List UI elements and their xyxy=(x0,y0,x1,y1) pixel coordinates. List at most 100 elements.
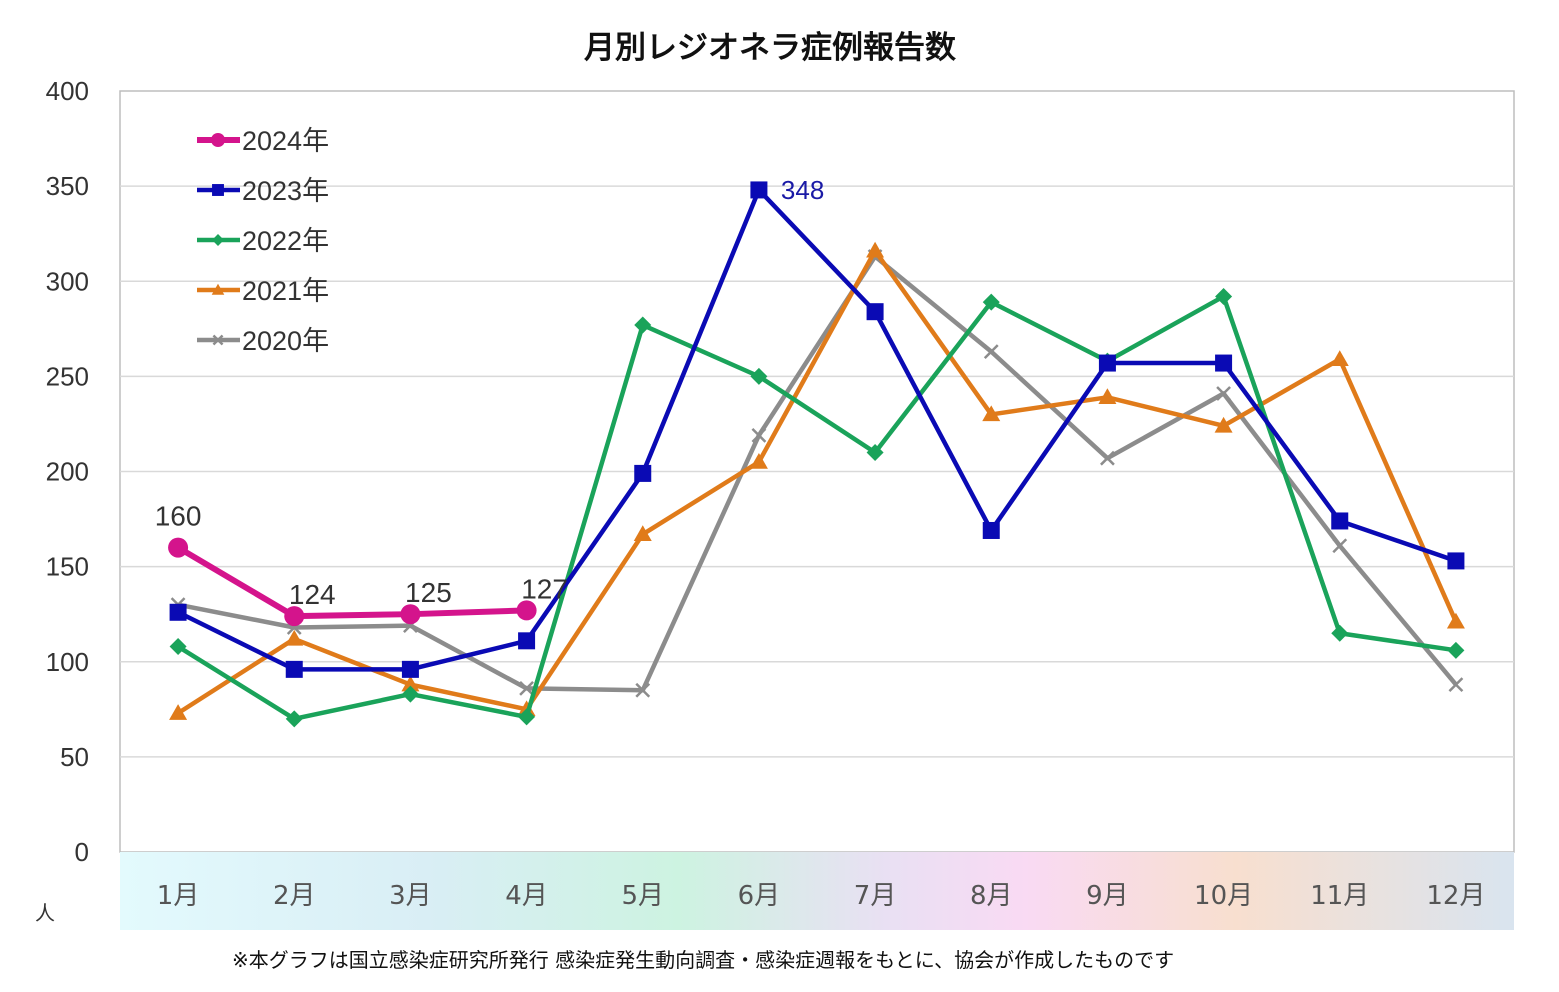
data-point xyxy=(866,241,885,258)
legend-entry: 2021年 xyxy=(197,276,329,306)
x-tick-label: 6月 xyxy=(738,881,781,911)
data-point xyxy=(866,443,884,461)
series-line xyxy=(176,545,527,620)
series-2021年 xyxy=(169,241,1465,720)
data-point xyxy=(749,452,768,469)
data-point xyxy=(1447,552,1465,570)
series-line xyxy=(177,187,1457,672)
data-point xyxy=(284,606,305,627)
data-label: 348 xyxy=(781,175,824,205)
x-axis-band xyxy=(120,852,1514,930)
x-tick-label: 8月 xyxy=(970,881,1013,911)
data-point xyxy=(519,681,534,696)
data-point xyxy=(401,675,420,692)
data-point xyxy=(1215,354,1233,372)
y-tick-label: 50 xyxy=(60,742,89,772)
data-point xyxy=(285,660,303,678)
series-2023年 xyxy=(169,181,1465,678)
data-point xyxy=(1098,388,1117,405)
data-point xyxy=(1216,386,1231,401)
data-point xyxy=(635,682,651,698)
legend-marker xyxy=(212,334,224,346)
data-point xyxy=(1447,641,1465,659)
y-tick-label: 300 xyxy=(46,266,89,296)
legend-entry: 2023年 xyxy=(197,176,329,206)
x-tick-label: 1月 xyxy=(157,881,200,911)
legend-entry: 2022年 xyxy=(197,226,329,256)
data-label: 124 xyxy=(289,579,336,610)
data-point xyxy=(1215,287,1233,305)
data-point xyxy=(983,344,999,360)
data-point xyxy=(982,521,1000,539)
x-tick-label: 12月 xyxy=(1426,881,1485,911)
series-group xyxy=(168,181,1465,728)
data-point xyxy=(634,316,652,334)
series-line xyxy=(176,294,1457,722)
legend-label: 2024年 xyxy=(242,126,329,156)
x-tick-label: 5月 xyxy=(621,881,664,911)
x-tick-label: 9月 xyxy=(1086,881,1129,911)
series-2024年 xyxy=(168,537,537,627)
legend-entry: 2024年 xyxy=(197,126,329,156)
legend-label: 2020年 xyxy=(242,326,329,356)
data-point xyxy=(1332,538,1348,554)
data-point xyxy=(401,660,419,678)
x-tick-label: 4月 xyxy=(505,881,548,911)
data-label: 127 xyxy=(521,573,568,604)
legend-entry: 2020年 xyxy=(197,326,329,356)
legend-label: 2023年 xyxy=(242,176,329,206)
data-point xyxy=(168,537,189,558)
legend-label: 2022年 xyxy=(242,226,329,256)
series-2022年 xyxy=(169,287,1465,728)
data-point xyxy=(751,427,767,443)
data-point xyxy=(401,685,419,703)
data-point xyxy=(866,303,884,321)
data-point xyxy=(1446,612,1465,629)
data-point xyxy=(518,708,536,726)
data-point xyxy=(285,710,303,728)
x-tick-label: 7月 xyxy=(854,881,897,911)
data-label: 125 xyxy=(405,577,452,608)
y-tick-label: 0 xyxy=(75,837,89,867)
series-line xyxy=(176,248,1458,716)
data-point xyxy=(169,638,187,656)
data-point xyxy=(1331,624,1349,642)
y-tick-label: 100 xyxy=(46,647,89,677)
x-tick-label: 11月 xyxy=(1310,881,1369,911)
data-point xyxy=(517,700,536,717)
series-line xyxy=(177,254,1458,693)
data-point xyxy=(750,367,768,385)
data-point xyxy=(982,293,1000,311)
data-point xyxy=(982,405,1001,422)
chart-title: 月別レジオネラ症例報告数 xyxy=(584,30,956,66)
data-point xyxy=(1098,354,1116,372)
y-tick-label: 200 xyxy=(46,457,89,487)
x-axis-ticks: 1月 2月 3月 4月 5月 6月 7月 8月 9月 10月 11月 12月 xyxy=(157,881,1486,911)
data-point xyxy=(1100,450,1115,466)
x-tick-label: 3月 xyxy=(389,881,432,911)
legend-marker xyxy=(211,283,225,295)
data-point xyxy=(516,600,537,621)
y-tick-label: 350 xyxy=(46,171,89,201)
data-point xyxy=(1214,416,1233,433)
legend-marker xyxy=(211,133,225,147)
data-point xyxy=(518,632,536,650)
legend: 2024年 2023年 2022年 2021年 2020年 xyxy=(197,126,329,356)
data-labels: 160 124 125 127 348 xyxy=(155,175,825,610)
y-axis-ticks: 0 50 100 150 200 250 300 350 400 xyxy=(46,76,89,867)
data-label: 160 xyxy=(155,501,202,532)
data-point xyxy=(285,629,304,646)
data-point xyxy=(1331,512,1349,530)
data-point xyxy=(169,704,188,720)
data-point xyxy=(169,603,187,621)
y-tick-label: 400 xyxy=(46,76,89,106)
y-tick-label: 250 xyxy=(46,361,89,391)
data-point xyxy=(1330,350,1349,367)
y-tick-label: 150 xyxy=(46,552,89,582)
x-tick-label: 10月 xyxy=(1194,881,1253,911)
x-tick-label: 2月 xyxy=(273,881,316,911)
legend-marker xyxy=(212,184,224,196)
footnote: ※本グラフは国立感染症研究所発行 感染症発生動向調査・感染症週報をもとに、協会が… xyxy=(232,948,1174,972)
data-point xyxy=(750,181,768,199)
